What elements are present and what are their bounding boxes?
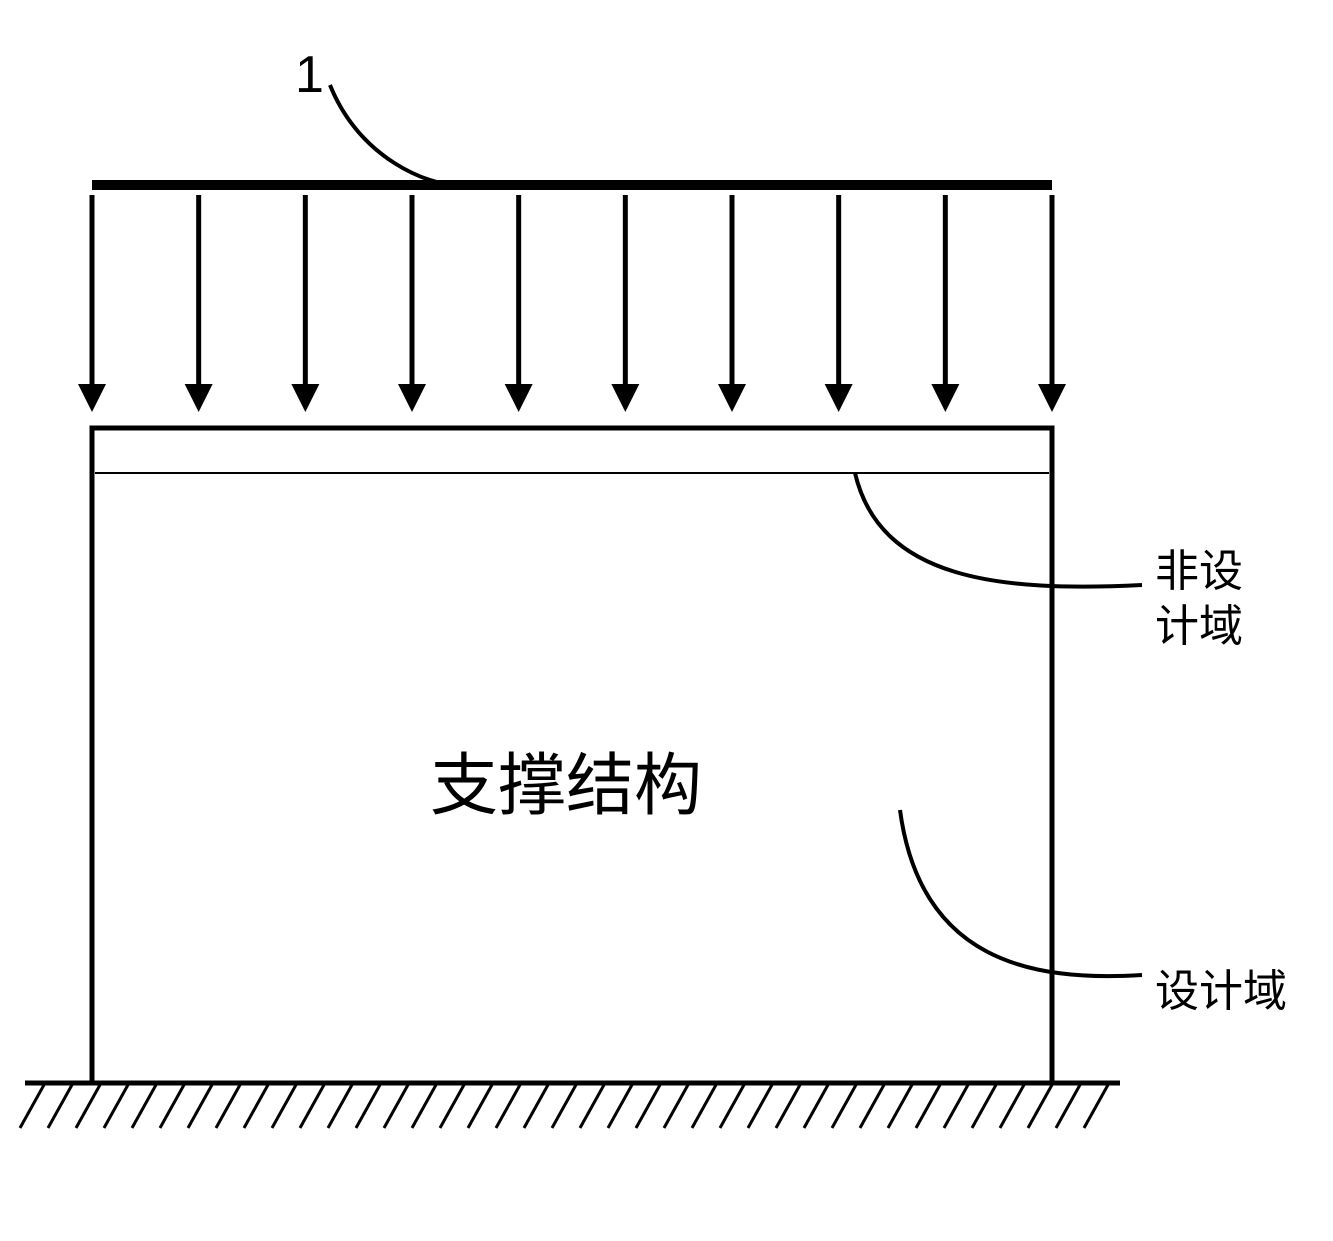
load-arrow-head <box>611 384 639 412</box>
callout-1-leader <box>330 85 456 185</box>
ground-hatching <box>20 1083 1109 1128</box>
ground-hatch-line <box>916 1083 941 1128</box>
ground-hatch-line <box>440 1083 465 1128</box>
ground-hatch-line <box>104 1083 129 1128</box>
ground-hatch-line <box>1000 1083 1025 1128</box>
load-arrow-head <box>718 384 746 412</box>
ground-hatch-line <box>412 1083 437 1128</box>
ground-hatch-line <box>748 1083 773 1128</box>
ground-hatch-line <box>860 1083 885 1128</box>
diagram-canvas <box>0 0 1333 1241</box>
ground-hatch-line <box>300 1083 325 1128</box>
ground-hatch-line <box>1084 1083 1109 1128</box>
ground-hatch-line <box>384 1083 409 1128</box>
ground-hatch-line <box>244 1083 269 1128</box>
ground-hatch-line <box>692 1083 717 1128</box>
ground-hatch-line <box>216 1083 241 1128</box>
ground-hatch-line <box>496 1083 521 1128</box>
ground-hatch-line <box>1056 1083 1081 1128</box>
ground-hatch-line <box>20 1083 45 1128</box>
ground-hatch-line <box>468 1083 493 1128</box>
ground-hatch-line <box>832 1083 857 1128</box>
ground-hatch-line <box>272 1083 297 1128</box>
ground-hatch-line <box>888 1083 913 1128</box>
load-arrows <box>78 195 1066 412</box>
ground-hatch-line <box>76 1083 101 1128</box>
design-leader <box>900 810 1142 976</box>
ground-hatch-line <box>132 1083 157 1128</box>
callout-1-number: 1 <box>295 45 324 105</box>
load-arrow-head <box>931 384 959 412</box>
ground-hatch-line <box>524 1083 549 1128</box>
ground-hatch-line <box>356 1083 381 1128</box>
load-arrow-head <box>1038 384 1066 412</box>
ground-hatch-line <box>664 1083 689 1128</box>
load-arrow-head <box>185 384 213 412</box>
ground-hatch-line <box>804 1083 829 1128</box>
ground-hatch-line <box>580 1083 605 1128</box>
non-design-leader <box>855 473 1142 587</box>
load-arrow-head <box>398 384 426 412</box>
ground-hatch-line <box>776 1083 801 1128</box>
ground-hatch-line <box>972 1083 997 1128</box>
ground-hatch-line <box>552 1083 577 1128</box>
load-arrow-head <box>505 384 533 412</box>
load-arrow-head <box>78 384 106 412</box>
load-arrow-head <box>291 384 319 412</box>
ground-hatch-line <box>1028 1083 1053 1128</box>
design-label: 设计域 <box>1155 955 1287 1019</box>
ground-hatch-line <box>608 1083 633 1128</box>
ground-hatch-line <box>188 1083 213 1128</box>
ground-hatch-line <box>944 1083 969 1128</box>
load-arrow-head <box>825 384 853 412</box>
ground-hatch-line <box>328 1083 353 1128</box>
ground-hatch-line <box>160 1083 185 1128</box>
ground-hatch-line <box>636 1083 661 1128</box>
ground-hatch-line <box>720 1083 745 1128</box>
non-design-label-line2: 计域 <box>1155 590 1243 654</box>
structure-main-label: 支撑结构 <box>430 730 702 829</box>
ground-hatch-line <box>48 1083 73 1128</box>
